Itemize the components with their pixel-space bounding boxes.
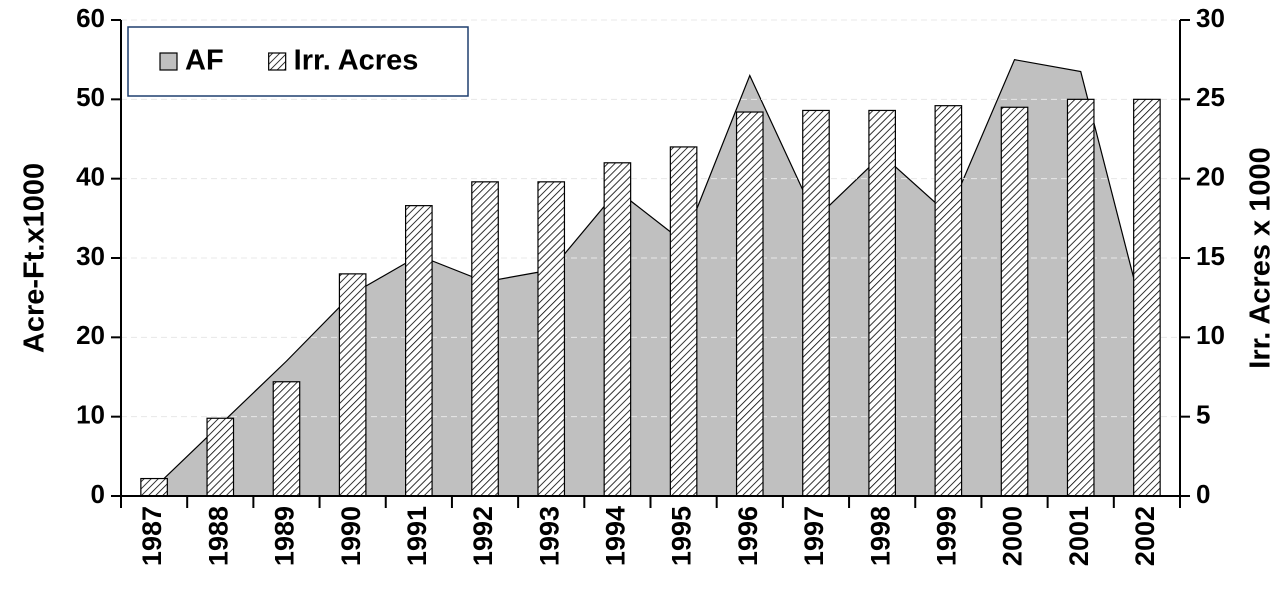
y2-tick-label: 20 [1196, 162, 1225, 192]
bar [669, 146, 698, 497]
x-tick-label: 1999 [931, 506, 961, 566]
x-tick-label: 1998 [865, 506, 895, 566]
bar [802, 109, 830, 497]
bar [537, 181, 566, 497]
y-axis-title: Acre-Ft.x1000 [19, 163, 51, 353]
legend-label: AF [185, 45, 224, 77]
bar [1000, 106, 1029, 497]
bar [471, 181, 499, 497]
y2-tick-label: 15 [1196, 241, 1225, 271]
y-tick-label: 60 [76, 3, 105, 33]
legend-swatch [159, 52, 178, 71]
x-tick-label: 1995 [667, 506, 697, 566]
bar [338, 273, 367, 497]
bar [735, 111, 764, 497]
x-tick-label: 1987 [137, 506, 167, 566]
y-tick-label: 10 [76, 400, 105, 430]
y2-tick-label: 5 [1196, 400, 1210, 430]
legend-box [127, 26, 469, 97]
bar [140, 477, 168, 497]
y2-tick-label: 0 [1196, 479, 1210, 509]
x-tick-label: 1996 [733, 506, 763, 566]
x-tick-label: 1993 [534, 506, 564, 566]
legend-swatch [268, 52, 287, 71]
y2-axis-title: Irr. Acres x 1000 [1245, 147, 1277, 368]
x-tick-label: 1991 [402, 506, 432, 566]
area [154, 59, 1147, 497]
x-tick-label: 2001 [1064, 506, 1094, 566]
y-tick-label: 30 [76, 241, 105, 271]
y2-tick-label: 10 [1196, 320, 1225, 350]
x-tick-label: 1988 [203, 506, 233, 566]
y2-tick-label: 25 [1196, 82, 1225, 112]
bar [603, 162, 632, 497]
y-tick-label: 40 [76, 162, 105, 192]
area-line [153, 58, 1148, 489]
bar [405, 205, 433, 497]
bar [934, 105, 963, 497]
bar [272, 381, 301, 497]
x-tick-label: 1992 [468, 506, 498, 566]
y-tick-label: 20 [76, 320, 105, 350]
y-tick-label: 50 [76, 82, 105, 112]
x-tick-label: 2000 [998, 506, 1028, 566]
x-tick-label: 1989 [270, 506, 300, 566]
x-tick-label: 1997 [799, 506, 829, 566]
x-tick-label: 2002 [1130, 506, 1160, 566]
bar [1066, 98, 1095, 497]
x-tick-label: 1990 [336, 506, 366, 566]
bar [868, 109, 896, 497]
y-tick-label: 0 [91, 479, 105, 509]
bar [1133, 98, 1161, 497]
bar [206, 417, 235, 497]
legend-label: Irr. Acres [294, 45, 419, 77]
x-tick-label: 1994 [601, 506, 631, 566]
y2-tick-label: 30 [1196, 3, 1225, 33]
